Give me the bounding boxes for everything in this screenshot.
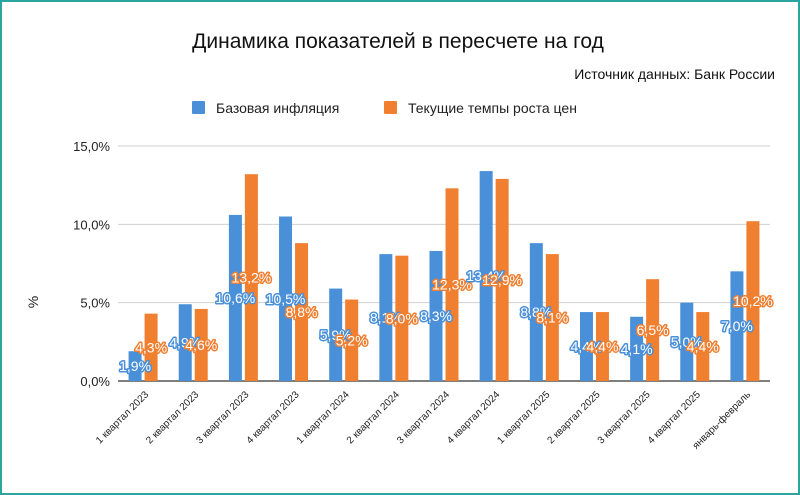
bar-current-growth <box>295 243 309 381</box>
data-label-current-growth: 4,3% <box>135 339 167 355</box>
bar-base-inflation <box>329 288 343 381</box>
bar-base-inflation <box>630 316 644 381</box>
data-label-base-inflation: 10,6% <box>216 290 256 306</box>
data-label-current-growth: 5,2% <box>336 332 368 348</box>
bar-current-growth <box>395 255 409 381</box>
data-label-current-growth: 4,4% <box>687 339 719 355</box>
y-axis-label: % <box>25 296 41 308</box>
y-tick-label: 15,0% <box>73 139 110 154</box>
data-labels: 1,9%4,3% 4,9%4,6%10,6%13,2%10,5%8,8%5,9%5… <box>118 267 775 376</box>
y-tick-label: 10,0% <box>73 217 110 232</box>
data-label-base-inflation: 8,8% <box>520 304 552 320</box>
bar-current-growth <box>746 221 760 381</box>
bar-current-growth <box>194 308 208 381</box>
x-category-label: 4 квартал 2024 <box>445 389 502 446</box>
data-label-current-growth: 10,2% <box>733 293 773 309</box>
data-label-base-inflation: 7,0% <box>721 318 753 334</box>
gridlines <box>118 145 770 382</box>
x-category-label: 1 квартал 2024 <box>295 389 352 446</box>
bar-current-growth <box>445 188 459 381</box>
legend-swatch-current-growth <box>384 101 397 114</box>
data-label-current-growth: 8,0% <box>386 310 418 326</box>
data-label-current-growth: 8,1% <box>536 310 568 326</box>
x-category-label: 1 квартал 2025 <box>495 389 552 446</box>
bar-base-inflation <box>379 254 393 381</box>
data-label-base-inflation: 5,0% <box>671 334 703 350</box>
x-category-label: 2 квартал 2023 <box>144 389 201 446</box>
data-label-base-inflation: 4,1% <box>621 341 653 357</box>
chart-title: Динамика показателей в пересчете на год <box>192 30 604 53</box>
legend: Базовая инфляция Текущие темпы роста цен <box>192 100 577 116</box>
data-label-current-growth: 13,2% <box>232 270 272 286</box>
bar-current-growth <box>595 312 609 381</box>
bar-current-growth <box>646 279 660 381</box>
x-category-label: 4 квартал 2023 <box>245 389 302 446</box>
data-label-current-growth: 12,3% <box>432 277 472 293</box>
bar-base-inflation <box>429 250 443 381</box>
data-label-current-growth: 12,9% <box>482 272 522 288</box>
bars <box>128 171 760 381</box>
data-label-current-growth: 8,8% <box>286 304 318 320</box>
bar-base-inflation <box>178 304 192 381</box>
bar-base-inflation <box>279 216 293 381</box>
bar-base-inflation <box>128 351 142 381</box>
bar-base-inflation <box>529 243 543 381</box>
data-label-base-inflation: 4,4% <box>571 339 603 355</box>
data-label-base-inflation: 8,1% <box>370 310 402 326</box>
bar-current-growth <box>345 299 359 381</box>
x-category-label: 1 квартал 2023 <box>94 389 151 446</box>
y-tick-label: 5,0% <box>80 296 110 311</box>
bar-base-inflation <box>730 271 744 381</box>
data-label-current-growth: 6,5% <box>637 322 669 338</box>
data-label-base-inflation: 10,5% <box>266 291 306 307</box>
x-category-label: 3 квартал 2024 <box>395 389 452 446</box>
legend-swatch-base-inflation <box>192 101 205 114</box>
x-category-label: 3 квартал 2023 <box>194 389 251 446</box>
x-category-label: 3 квартал 2025 <box>596 389 653 446</box>
y-axis-ticks: 0,0% 5,0% 10,0% 15,0% <box>73 139 110 389</box>
data-label-base-inflation: 8,3% <box>420 308 452 324</box>
legend-label-current-growth: Текущие темпы роста цен <box>408 100 577 116</box>
y-tick-label: 0,0% <box>80 374 110 389</box>
data-label-base-inflation: 4,9% <box>169 335 201 351</box>
bar-current-growth <box>495 178 509 381</box>
bar-current-growth <box>545 254 559 381</box>
bar-current-growth <box>144 313 158 381</box>
data-label-current-growth: 4,6% <box>185 337 217 353</box>
data-label-base-inflation: 1,9% <box>119 358 151 374</box>
x-category-label: 4 квартал 2025 <box>646 389 703 446</box>
bar-current-growth <box>244 174 258 381</box>
bar-base-inflation <box>680 302 694 381</box>
data-label-base-inflation: 5,9% <box>320 327 352 343</box>
chart-subtitle: Источник данных: Банк России <box>574 66 775 82</box>
data-label-current-growth: 4,4% <box>587 339 619 355</box>
bar-base-inflation <box>228 214 242 381</box>
legend-label-base-inflation: Базовая инфляция <box>216 100 339 116</box>
bar-base-inflation <box>479 171 493 381</box>
data-label-base-inflation: 13,4% <box>466 268 506 284</box>
x-category-label: 2 квартал 2025 <box>546 389 603 446</box>
bar-base-inflation <box>579 312 593 381</box>
bar-current-growth <box>696 312 710 381</box>
x-category-label: 2 квартал 2024 <box>345 389 402 446</box>
